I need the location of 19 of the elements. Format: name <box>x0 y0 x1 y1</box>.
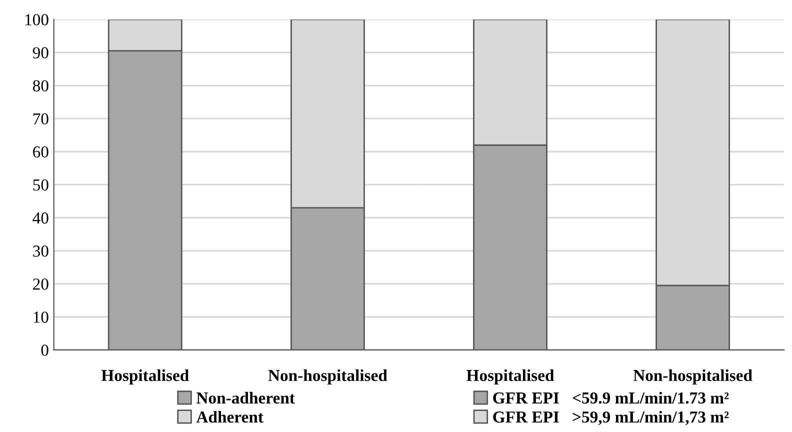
y-tick-label: 80 <box>32 80 48 92</box>
y-tick-label: 90 <box>32 47 48 58</box>
legend-label: Adherent <box>196 410 264 423</box>
legend-label: Non-adherent <box>196 392 295 404</box>
y-tick-label: 60 <box>33 146 48 158</box>
y-tick-label: 100 <box>25 14 48 26</box>
y-tick-label: 70 <box>33 113 48 125</box>
legend-label: GFR EPI >59,9 mL/min/1,73 m² <box>493 410 729 426</box>
x-tick-label: Non-hospitalised <box>633 369 752 384</box>
y-tick-label: 50 <box>33 179 48 191</box>
y-tick-label: 20 <box>33 278 48 290</box>
y-tick-label: 30 <box>33 245 48 257</box>
y-tick-label: 10 <box>34 312 48 323</box>
x-tick-label: Hospitalised <box>101 369 189 384</box>
y-tick-label: 0 <box>41 344 48 356</box>
x-tick-label: Non-hospitalised <box>268 369 388 384</box>
legend-label: GFR EPI <59.9 mL/min/1.73 m² <box>493 392 729 404</box>
x-tick-label: Hospitalised <box>466 369 554 384</box>
y-tick-label: 40 <box>32 212 48 224</box>
